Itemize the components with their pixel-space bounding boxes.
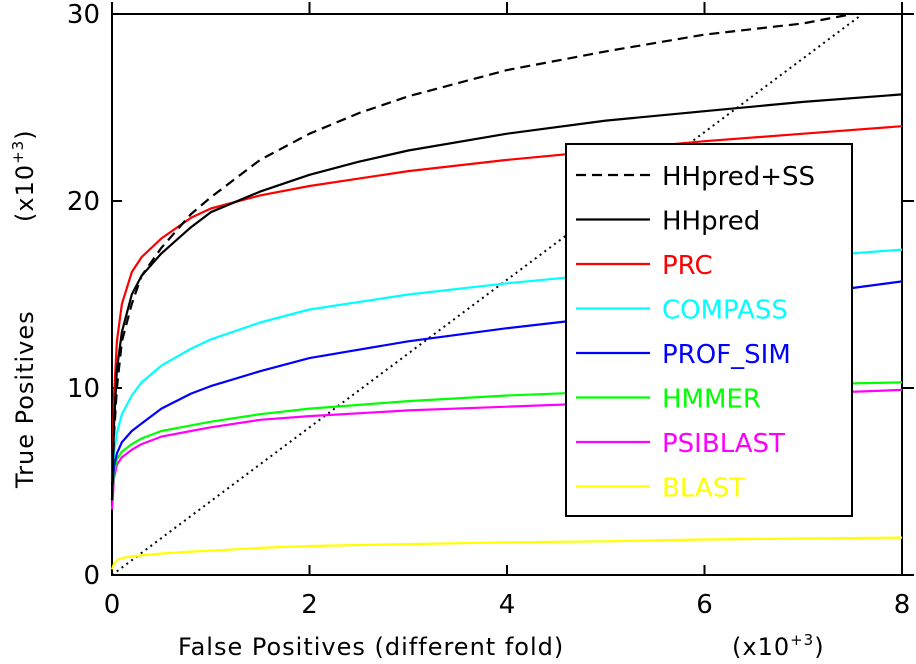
- x-tick-label-3: 6: [696, 590, 713, 620]
- legend-label-psiblast: PSIBLAST: [662, 429, 785, 459]
- x-tick-label-1: 2: [301, 590, 318, 620]
- x-axis-title: False Positives (different fold): [178, 633, 564, 661]
- series-line-hhpred: [110, 93, 903, 501]
- legend-label-compass: COMPASS: [662, 296, 788, 326]
- legend-box: [565, 143, 853, 517]
- legend-label-prof-sim: PROF_SIM: [662, 340, 791, 370]
- legend-label-hmmer: HMMER: [662, 385, 761, 415]
- x-axis-multiplier: (x10+3): [732, 631, 825, 661]
- y-axis-title: True Positives: [11, 310, 39, 489]
- legend: HHpred+SS HHpred PRC COMPASS PROF_SIM HMMER PS…: [576, 162, 815, 504]
- axis-tick-labels: 0 2 4 6 8 0 10 20 30: [67, 0, 910, 620]
- x-axis-multiplier-exponent: +3: [790, 631, 814, 649]
- y-axis-multiplier: (x10+3): [9, 129, 39, 222]
- x-tick-label-4: 8: [894, 590, 911, 620]
- y-tick-label-0: 0: [83, 561, 100, 591]
- x-tick-label-0: 0: [104, 590, 121, 620]
- y-axis-multiplier-exponent: +3: [9, 140, 27, 164]
- y-tick-label-3: 30: [67, 0, 100, 30]
- y-tick-label-1: 10: [67, 374, 100, 404]
- legend-label-prc: PRC: [662, 251, 713, 281]
- legend-label-hhpred-ss: HHpred+SS: [662, 162, 815, 192]
- series-line-hhpred-ss: [110, 12, 853, 501]
- x-tick-label-2: 4: [499, 590, 516, 620]
- legend-label-hhpred: HHpred: [662, 207, 760, 237]
- y-tick-label-2: 20: [67, 187, 100, 217]
- series-line-blast: [110, 536, 903, 570]
- legend-label-blast: BLAST: [662, 474, 745, 504]
